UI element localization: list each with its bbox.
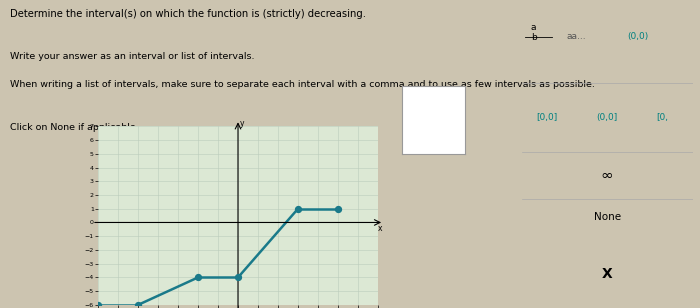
Text: Determine the interval(s) on which the function is (strictly) decreasing.: Determine the interval(s) on which the f… xyxy=(10,9,367,19)
Point xyxy=(232,275,244,280)
Text: When writing a list of intervals, make sure to separate each interval with a com: When writing a list of intervals, make s… xyxy=(10,80,596,89)
Point xyxy=(132,302,144,307)
Text: None: None xyxy=(594,212,621,222)
Text: x: x xyxy=(378,224,382,233)
Text: a
b: a b xyxy=(531,23,536,42)
Text: Write your answer as an interval or list of intervals.: Write your answer as an interval or list… xyxy=(10,52,255,61)
Point xyxy=(193,275,204,280)
Text: (0,0): (0,0) xyxy=(627,32,649,42)
Text: ∞: ∞ xyxy=(601,168,614,183)
Text: (0,0]: (0,0] xyxy=(596,113,618,122)
Text: Click on None if applicable.: Click on None if applicable. xyxy=(10,123,139,132)
Text: [0,: [0, xyxy=(656,113,668,122)
Point xyxy=(92,302,104,307)
Text: y: y xyxy=(240,119,245,128)
Text: aa...: aa... xyxy=(566,32,586,42)
Point xyxy=(332,206,344,211)
Point xyxy=(293,206,304,211)
Text: [0,0]: [0,0] xyxy=(537,113,558,122)
Text: X: X xyxy=(602,267,612,281)
